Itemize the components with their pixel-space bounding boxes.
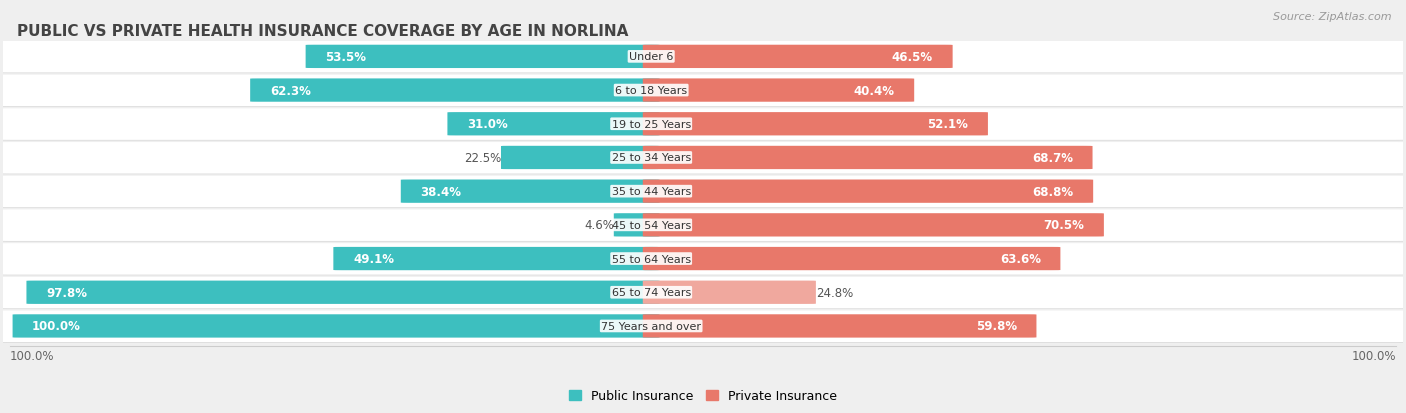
FancyBboxPatch shape	[305, 45, 659, 69]
FancyBboxPatch shape	[0, 76, 1406, 107]
Text: 70.5%: 70.5%	[1043, 219, 1084, 232]
FancyBboxPatch shape	[643, 281, 815, 304]
FancyBboxPatch shape	[643, 247, 1060, 271]
Text: 35 to 44 Years: 35 to 44 Years	[612, 187, 690, 197]
Text: 24.8%: 24.8%	[815, 286, 853, 299]
Text: 31.0%: 31.0%	[467, 118, 508, 131]
Text: 65 to 74 Years: 65 to 74 Years	[612, 287, 690, 297]
Text: 100.0%: 100.0%	[32, 320, 82, 332]
Text: Source: ZipAtlas.com: Source: ZipAtlas.com	[1274, 12, 1392, 22]
Text: 100.0%: 100.0%	[10, 349, 55, 362]
Text: 6 to 18 Years: 6 to 18 Years	[614, 86, 688, 96]
FancyBboxPatch shape	[0, 42, 1406, 73]
FancyBboxPatch shape	[643, 315, 1036, 338]
Text: 45 to 54 Years: 45 to 54 Years	[612, 220, 690, 230]
FancyBboxPatch shape	[0, 244, 1406, 275]
FancyBboxPatch shape	[0, 43, 1406, 74]
Text: PUBLIC VS PRIVATE HEALTH INSURANCE COVERAGE BY AGE IN NORLINA: PUBLIC VS PRIVATE HEALTH INSURANCE COVER…	[17, 24, 628, 38]
FancyBboxPatch shape	[0, 277, 1406, 309]
FancyBboxPatch shape	[643, 214, 1104, 237]
Text: 52.1%: 52.1%	[928, 118, 969, 131]
FancyBboxPatch shape	[0, 244, 1406, 275]
Text: 53.5%: 53.5%	[325, 51, 366, 64]
FancyBboxPatch shape	[643, 79, 914, 102]
FancyBboxPatch shape	[13, 315, 659, 338]
FancyBboxPatch shape	[614, 214, 659, 237]
FancyBboxPatch shape	[0, 311, 1406, 343]
Text: 19 to 25 Years: 19 to 25 Years	[612, 119, 690, 129]
FancyBboxPatch shape	[0, 311, 1406, 342]
Text: 4.6%: 4.6%	[583, 219, 614, 232]
Text: 68.8%: 68.8%	[1032, 185, 1074, 198]
FancyBboxPatch shape	[501, 147, 659, 170]
Text: 55 to 64 Years: 55 to 64 Years	[612, 254, 690, 264]
FancyBboxPatch shape	[401, 180, 659, 203]
Text: 49.1%: 49.1%	[353, 252, 394, 266]
Text: Under 6: Under 6	[628, 52, 673, 62]
Text: 59.8%: 59.8%	[976, 320, 1017, 332]
FancyBboxPatch shape	[643, 180, 1092, 203]
FancyBboxPatch shape	[0, 176, 1406, 208]
FancyBboxPatch shape	[0, 210, 1406, 241]
FancyBboxPatch shape	[643, 45, 953, 69]
FancyBboxPatch shape	[0, 143, 1406, 175]
Text: 68.7%: 68.7%	[1032, 152, 1073, 164]
FancyBboxPatch shape	[0, 110, 1406, 141]
FancyBboxPatch shape	[643, 113, 988, 136]
Text: 62.3%: 62.3%	[270, 84, 311, 97]
Text: 97.8%: 97.8%	[46, 286, 87, 299]
FancyBboxPatch shape	[643, 147, 1092, 170]
FancyBboxPatch shape	[250, 79, 659, 102]
FancyBboxPatch shape	[0, 109, 1406, 140]
Text: 25 to 34 Years: 25 to 34 Years	[612, 153, 690, 163]
FancyBboxPatch shape	[0, 211, 1406, 242]
Text: 46.5%: 46.5%	[891, 51, 934, 64]
Text: 100.0%: 100.0%	[1351, 349, 1396, 362]
FancyBboxPatch shape	[0, 142, 1406, 174]
Text: 40.4%: 40.4%	[853, 84, 894, 97]
FancyBboxPatch shape	[333, 247, 659, 271]
FancyBboxPatch shape	[27, 281, 659, 304]
Text: 63.6%: 63.6%	[1000, 252, 1040, 266]
Text: 22.5%: 22.5%	[464, 152, 501, 164]
FancyBboxPatch shape	[447, 113, 659, 136]
Legend: Public Insurance, Private Insurance: Public Insurance, Private Insurance	[564, 384, 842, 407]
FancyBboxPatch shape	[0, 76, 1406, 108]
FancyBboxPatch shape	[0, 278, 1406, 309]
Text: 75 Years and over: 75 Years and over	[602, 321, 702, 331]
Text: 38.4%: 38.4%	[420, 185, 461, 198]
FancyBboxPatch shape	[0, 177, 1406, 209]
